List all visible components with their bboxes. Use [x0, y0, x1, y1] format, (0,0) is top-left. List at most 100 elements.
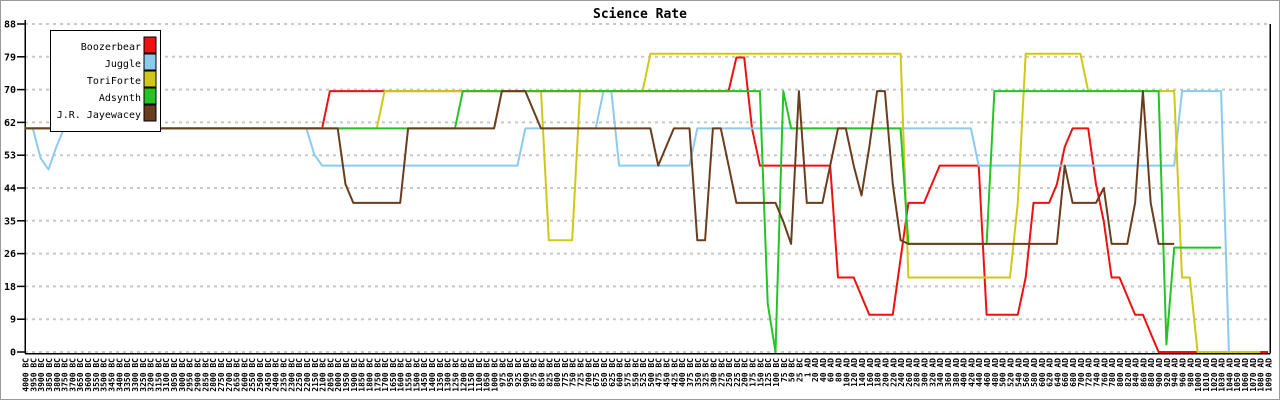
x-axis-tick-label: 950 BC	[506, 358, 515, 387]
x-axis-tick-label: 450 BC	[663, 358, 672, 387]
x-axis-tick-label: 560 AD	[1022, 358, 1031, 387]
x-axis-tick-label: 3000 BC	[178, 358, 187, 392]
x-axis-tick-label: 2650 BC	[233, 358, 242, 392]
x-axis-tick-label: 2500 BC	[256, 358, 265, 392]
y-axis-tick-label: 44	[4, 184, 16, 195]
legend-label: ToriForte	[87, 76, 141, 87]
x-axis-tick-label: 1010 AD	[1202, 358, 1211, 392]
y-axis-tick-label: 26	[4, 249, 16, 260]
x-axis-tick-label: 760 AD	[1100, 358, 1109, 387]
x-axis-tick-label: 175 BC	[749, 358, 758, 387]
x-axis-tick-label: 3850 BC	[45, 358, 54, 392]
y-axis-tick-label: 53	[4, 151, 16, 162]
x-axis-tick-label: 920 AD	[1163, 358, 1172, 387]
x-axis-tick-label: 925 BC	[514, 358, 523, 387]
x-axis-tick-label: 425 BC	[670, 358, 679, 387]
x-axis-tick-label: 1250 BC	[452, 358, 461, 392]
x-axis-tick-label: 3600 BC	[84, 358, 93, 392]
x-axis-tick-label: 700 BC	[584, 358, 593, 387]
x-axis-tick-label: 2850 BC	[201, 358, 210, 392]
y-axis-tick-label: 62	[4, 118, 16, 129]
x-axis-tick-label: 2350 BC	[280, 358, 289, 392]
x-axis-tick-label: 3650 BC	[76, 358, 85, 392]
x-axis-tick-label: 820 AD	[1124, 358, 1133, 387]
y-axis-tick-label: 70	[4, 85, 16, 96]
x-axis-tick-label: 1600 BC	[397, 358, 406, 392]
x-axis-tick-label: 25 BC	[795, 358, 804, 382]
y-axis-tick-label: 0	[10, 348, 16, 359]
x-axis-tick-label: 640 AD	[1053, 358, 1062, 387]
y-axis-tick-label: 79	[4, 52, 16, 63]
x-axis-tick-label: 100 BC	[772, 358, 781, 387]
x-axis-tick-label: 3200 BC	[147, 358, 156, 392]
x-axis-tick-label: 60 AD	[827, 358, 836, 382]
x-axis-tick-label: 575 BC	[624, 358, 633, 387]
y-axis-tick-label: 9	[10, 315, 16, 326]
x-axis-tick-label: 1350 BC	[436, 358, 445, 392]
y-axis-tick-label: 35	[4, 216, 16, 227]
legend-swatch	[143, 87, 157, 105]
x-axis-tick-label: 440 AD	[975, 358, 984, 387]
x-axis-tick-label: 3100 BC	[162, 358, 171, 392]
x-axis-tick-label: 160 AD	[866, 358, 875, 387]
legend-label: Boozerbear	[81, 42, 141, 53]
legend-label: J.R. Jayewacey	[57, 110, 141, 121]
x-axis-tick-label: 600 BC	[616, 358, 625, 387]
x-axis-tick-label: 980 AD	[1186, 358, 1195, 387]
x-axis-tick-label: 2900 BC	[194, 358, 203, 392]
x-axis-tick-label: 2950 BC	[186, 358, 195, 392]
x-axis-tick-label: 700 AD	[1077, 358, 1086, 387]
x-axis-tick-label: 350 BC	[694, 358, 703, 387]
x-axis-tick-label: 320 AD	[928, 358, 937, 387]
x-axis-tick-label: 2250 BC	[295, 358, 304, 392]
x-axis-tick-label: 2400 BC	[272, 358, 281, 392]
x-axis-tick-label: 800 AD	[1116, 358, 1125, 387]
x-axis-tick-label: 400 AD	[960, 358, 969, 387]
x-axis-tick-label: 1700 BC	[381, 358, 390, 392]
x-axis-tick-label: 675 BC	[592, 358, 601, 387]
x-axis-tick-label: 1150 BC	[467, 358, 476, 392]
x-axis-tick-label: 2200 BC	[303, 358, 312, 392]
x-axis-tick-label: 50 BC	[788, 358, 797, 382]
x-axis-tick-label: 3150 BC	[154, 358, 163, 392]
x-axis-tick-label: 2600 BC	[240, 358, 249, 392]
x-axis-tick-label: 1300 BC	[444, 358, 453, 392]
x-axis-tick-label: 1100 BC	[475, 358, 484, 392]
x-axis-tick-label: 620 AD	[1046, 358, 1055, 387]
x-axis-tick-label: 75 BC	[780, 358, 789, 382]
x-axis-tick-label: 860 AD	[1139, 358, 1148, 387]
x-axis-tick-label: 900 BC	[522, 358, 531, 387]
x-axis-tick-label: 1850 BC	[358, 358, 367, 392]
x-axis-tick-label: 1800 BC	[366, 358, 375, 392]
x-axis-tick-label: 480 AD	[991, 358, 1000, 387]
x-axis-tick-label: 740 AD	[1093, 358, 1102, 387]
legend: Boozerbear Juggle ToriForte Adsynth J.R. Jay…	[50, 30, 161, 132]
x-axis-tick-label: 180 AD	[874, 358, 883, 387]
x-axis-tick-label: 3250 BC	[139, 358, 148, 392]
y-axis-tick-label: 88	[4, 20, 16, 31]
x-axis-tick-label: 1090 AD	[1265, 358, 1274, 392]
x-axis-tick-label: 150 BC	[756, 358, 765, 387]
x-axis-tick-label: 400 BC	[678, 358, 687, 387]
x-axis-tick-label: 1030 AD	[1218, 358, 1227, 392]
x-axis-tick-label: 775 BC	[561, 358, 570, 387]
x-axis-tick-label: 3900 BC	[37, 358, 46, 392]
x-axis-tick-label: 2100 BC	[319, 358, 328, 392]
x-axis-tick-label: 750 BC	[569, 358, 578, 387]
series-line-j-r-jayewacey	[25, 90, 1175, 245]
x-axis-tick-label: 340 AD	[936, 358, 945, 387]
x-axis-tick-label: 275 BC	[717, 358, 726, 387]
x-axis-tick-label: 1900 BC	[350, 358, 359, 392]
x-axis-tick-label: 520 AD	[1007, 358, 1016, 387]
x-axis-tick-label: 225 BC	[733, 358, 742, 387]
x-axis-tick-label: 4000 BC	[22, 358, 31, 392]
x-axis-tick-label: 1040 AD	[1225, 358, 1234, 392]
legend-swatch	[143, 70, 157, 88]
x-axis-tick-label: 3500 BC	[100, 358, 109, 392]
x-axis-tick-label: 500 BC	[647, 358, 656, 387]
x-axis-tick-label: 1020 AD	[1210, 358, 1219, 392]
x-axis-tick-label: 550 BC	[631, 358, 640, 387]
x-axis-tick-label: 2800 BC	[209, 358, 218, 392]
x-axis-tick-label: 220 AD	[889, 358, 898, 387]
